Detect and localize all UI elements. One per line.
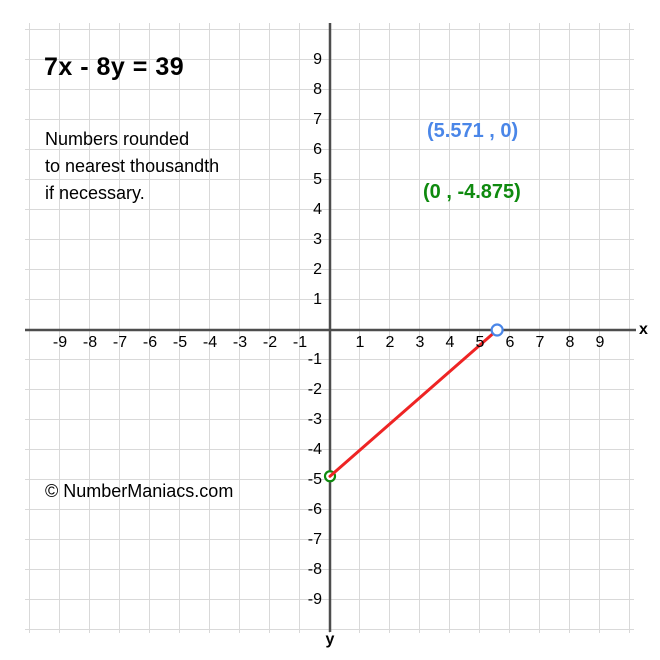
y-tick-label: -5 (307, 471, 322, 488)
y-tick-label: -9 (307, 591, 322, 608)
x-tick-label: -2 (262, 334, 278, 351)
page-title: 7x - 8y = 39 (44, 53, 185, 81)
y-tick-label: -2 (307, 381, 322, 398)
note-line: if necessary. (45, 183, 145, 203)
y-tick-label: -4 (307, 441, 322, 458)
y-tick-label: 5 (313, 171, 322, 188)
y-tick-label: 8 (313, 81, 322, 98)
x-tick-label: -7 (112, 334, 128, 351)
x-tick-label: 9 (595, 334, 605, 351)
y-tick-label: -1 (307, 351, 322, 368)
x-tick-label: -3 (232, 334, 248, 351)
x-intercept-label: (5.571 , 0) (427, 120, 519, 142)
x-tick-label: -1 (292, 334, 308, 351)
x-tick-label: 4 (445, 334, 455, 351)
x-tick-label: 8 (565, 334, 575, 351)
y-tick-label: -6 (307, 501, 322, 518)
x-tick-label: 7 (535, 334, 545, 351)
x-tick-label: 1 (355, 334, 365, 351)
y-tick-label: 1 (313, 291, 322, 308)
x-tick-label: 6 (505, 334, 515, 351)
y-tick-label: -7 (307, 531, 322, 548)
x-intercept-marker (490, 323, 504, 337)
x-tick-label: -6 (142, 334, 158, 351)
x-axis-label: x (639, 321, 648, 338)
x-tick-label: 2 (385, 334, 395, 351)
note-line: to nearest thousandth (45, 156, 220, 176)
intercept-line (328, 328, 499, 478)
x-tick-label: 5 (475, 334, 485, 351)
note: Numbers rounded to nearest thousandth if… (45, 126, 219, 207)
x-tick-label: -8 (82, 334, 98, 351)
y-tick-label: 4 (313, 201, 322, 218)
y-tick-label: 7 (313, 111, 322, 128)
y-tick-label: 3 (313, 231, 322, 248)
y-tick-label: 6 (313, 141, 322, 158)
x-tick-label: -5 (172, 334, 188, 351)
x-tick-label: -9 (52, 334, 68, 351)
y-tick-label: -8 (307, 561, 322, 578)
watermark: © NumberManiacs.com (45, 481, 234, 501)
y-axis-label: y (325, 631, 335, 648)
y-intercept-label: (0 , -4.875) (423, 181, 521, 203)
y-tick-label: -3 (307, 411, 322, 428)
x-tick-label: 3 (415, 334, 425, 351)
y-tick-label: 9 (313, 51, 322, 68)
x-tick-label: -4 (202, 334, 218, 351)
y-tick-label: 2 (313, 261, 322, 278)
note-line: Numbers rounded (45, 129, 190, 149)
